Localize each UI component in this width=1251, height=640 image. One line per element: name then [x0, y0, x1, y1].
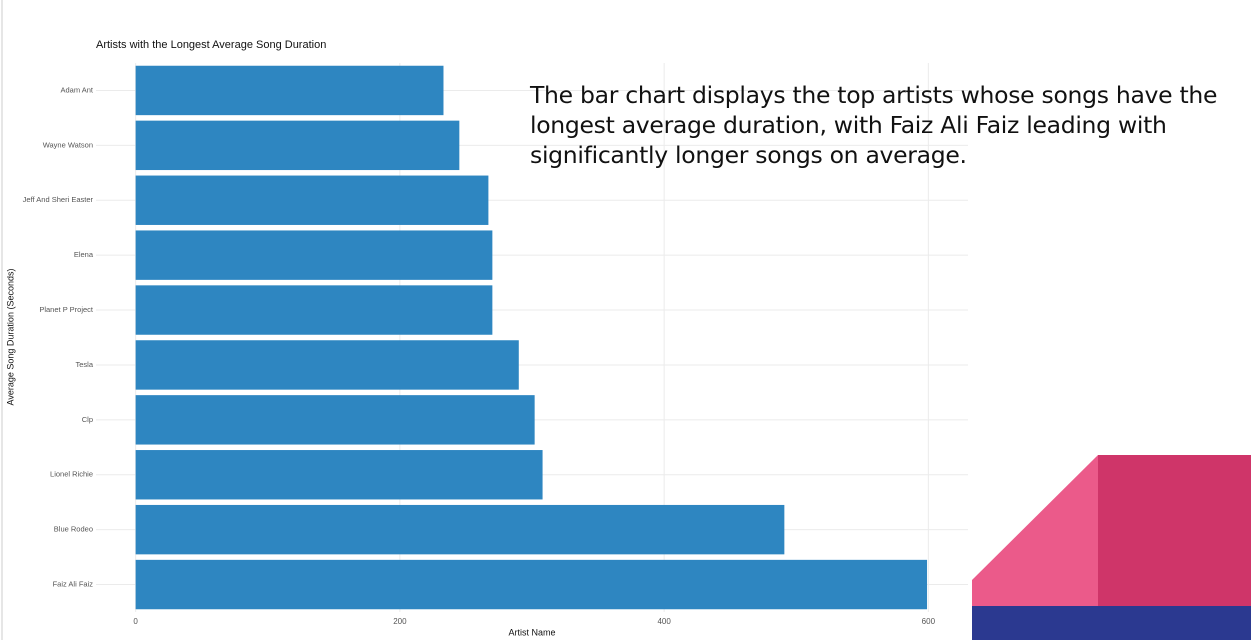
bar — [135, 230, 493, 280]
x-tick-label: 600 — [922, 617, 936, 626]
y-tick-label: Planet P Project — [39, 305, 94, 314]
y-axis-label: Average Song Duration (Seconds) — [5, 269, 15, 406]
x-tick-label: 200 — [393, 617, 407, 626]
decor — [972, 455, 1098, 606]
y-tick-label: Tesla — [75, 360, 93, 369]
bar — [135, 395, 535, 445]
x-tick-label: 400 — [657, 617, 671, 626]
bar — [135, 285, 493, 335]
bar — [135, 340, 519, 390]
chart-title: Artists with the Longest Average Song Du… — [96, 39, 326, 51]
y-tick-label: Clp — [82, 415, 93, 424]
bar — [135, 504, 785, 555]
y-tick-label: Faiz Ali Faiz — [53, 580, 94, 589]
bar — [135, 120, 460, 171]
y-tick-label: Wayne Watson — [43, 140, 93, 149]
x-axis-label: Artist Name — [508, 627, 555, 637]
bar — [135, 559, 928, 610]
y-tick-label: Jeff And Sheri Easter — [23, 195, 94, 204]
y-tick-label: Adam Ant — [60, 85, 93, 94]
decor — [1098, 455, 1251, 606]
x-tick-label: 0 — [133, 617, 138, 626]
bar — [135, 450, 543, 500]
bar — [135, 65, 444, 116]
y-tick-label: Elena — [74, 250, 94, 259]
y-tick-label: Blue Rodeo — [54, 525, 93, 534]
slide-text: The bar chart displays the top artists w… — [530, 81, 1218, 169]
bar — [135, 175, 489, 225]
decor — [972, 606, 1251, 640]
y-tick-label: Lionel Richie — [50, 470, 93, 479]
